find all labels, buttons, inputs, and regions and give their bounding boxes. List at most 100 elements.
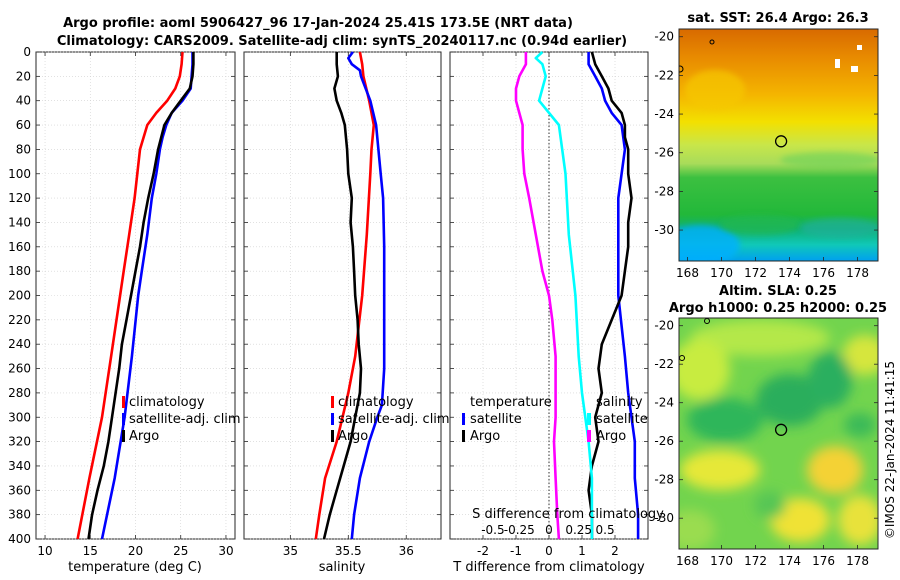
x-tick-label: 2: [611, 544, 619, 558]
series-line-argo: [87, 52, 195, 540]
series-line-s-argo: [514, 52, 561, 540]
salinity-grid: [244, 51, 441, 540]
lon-tick-label: 172: [744, 554, 767, 568]
legend-t-satellite-swatch: [462, 413, 465, 425]
legend-climatology-label: climatology: [129, 395, 205, 410]
lon-tick-label: 170: [710, 554, 733, 568]
sst-map-image: [679, 29, 878, 261]
salinity-series: [314, 51, 386, 540]
imos-credit: ©IMOS 22-Jan-2024 11:41:15: [883, 361, 897, 539]
figure-title-line2: Climatology: CARS2009. Satellite-adj cli…: [57, 34, 627, 49]
lat-tick-label: -20: [654, 319, 674, 333]
lon-tick-label: 178: [846, 554, 869, 568]
depth-tick-label: 320: [8, 435, 31, 449]
lat-tick-label: -28: [654, 184, 674, 198]
s-difference-tick-label: -0.5: [481, 523, 504, 537]
argo-position-marker: [774, 135, 788, 148]
depth-tick-label: 180: [8, 264, 31, 278]
lon-tick-label: 176: [812, 266, 835, 280]
depth-tick-label: 280: [8, 386, 31, 400]
legend-t-argo-swatch: [462, 430, 465, 442]
depth-tick-label: 400: [8, 532, 31, 546]
x-tick-label: 10: [37, 544, 52, 558]
lon-tick-label: 176: [812, 554, 835, 568]
depth-tick-label: 40: [16, 94, 31, 108]
salinity-xlabel: salinity: [319, 560, 366, 575]
depth-tick-label: 380: [8, 508, 31, 522]
legend-t-satellite-label: satellite: [470, 412, 522, 427]
depth-tick-label: 140: [8, 215, 31, 229]
legend-argo-swatch: [122, 430, 125, 442]
temperature-profile-panel: 0 20 40 60 80 100 120 140 160 180 200 220 240 260 280 3…: [8, 45, 241, 575]
depth-tick-label: 220: [8, 313, 31, 327]
x-tick-label: 35.5: [335, 544, 362, 558]
depth-tick-label: 200: [8, 289, 31, 303]
depth-tick-label: 300: [8, 410, 31, 424]
lat-tick-label: -26: [654, 434, 674, 448]
s-difference-tick-label: 0.5: [596, 523, 615, 537]
depth-tick-label: 0: [23, 45, 31, 59]
lat-tick-label: -20: [654, 30, 674, 44]
sst-map-panel: sat. SST: 26.4 Argo: 26.3 168 170 172 174 17…: [654, 11, 879, 280]
salinity-legend: climatology satellite-adj. clim Argo: [331, 395, 450, 444]
x-tick-label: 25: [173, 544, 188, 558]
depth-tick-label: 340: [8, 459, 31, 473]
s-difference-tick-label: 0.25: [565, 523, 592, 537]
missing-data-patch: [851, 66, 858, 72]
series-line-argo: [322, 52, 363, 540]
lon-tick-label: 174: [778, 554, 801, 568]
depth-tick-label: 60: [16, 118, 31, 132]
legend-t-argo-label: Argo: [470, 429, 500, 444]
argo-position-marker: [774, 423, 788, 436]
series-line-t-argo: [587, 51, 633, 539]
depth-tick-label: 160: [8, 240, 31, 254]
series-line-climatology: [76, 51, 184, 540]
missing-data-patch: [835, 59, 840, 68]
depth-tick-label: 100: [8, 167, 31, 181]
lon-tick-label: 168: [676, 554, 699, 568]
temperature-series: [76, 51, 195, 540]
salinity-profile-panel: 35 35.5 36 salinity climatology satellite-…: [243, 51, 450, 575]
series-line-s-satellite: [534, 51, 594, 539]
sst-map-ticks: 168 170 172 174 176 178 -20 -22 -24 -26 -28 -30: [654, 30, 878, 280]
x-tick-label: 35: [283, 544, 298, 558]
x-tick-label: 1: [578, 544, 586, 558]
x-tick-label: 30: [218, 544, 233, 558]
lat-tick-label: -24: [654, 396, 674, 410]
x-tick-label: 0: [545, 544, 553, 558]
temperature-xlabel: temperature (deg C): [68, 560, 202, 575]
difference-legend: temperature satellite Argo salinity sate…: [462, 395, 648, 444]
depth-tick-label: 360: [8, 483, 31, 497]
lat-tick-label: -24: [654, 107, 674, 121]
lat-tick-label: -22: [654, 357, 674, 371]
sst-map-title: sat. SST: 26.4 Argo: 26.3: [687, 11, 868, 26]
legend-climatology-swatch: [122, 396, 125, 408]
salinity-axes-box: [243, 51, 442, 540]
x-tick-label: 15: [83, 544, 98, 558]
legend-s-argo-label: Argo: [596, 429, 626, 444]
figure-title-line1: Argo profile: aoml 5906427_96 17-Jan-202…: [63, 16, 573, 31]
s-difference-tick-labels: -0.5 -0.25 0 0.25 0.5: [481, 523, 614, 537]
x-tick-label: 36: [399, 544, 414, 558]
lat-tick-label: -30: [654, 511, 674, 525]
salinity-ticks: 35 35.5 36: [244, 51, 441, 558]
difference-ticks: -2 -1 0 1 2: [450, 51, 648, 558]
legend-satellite-label: satellite-adj. clim: [129, 412, 241, 427]
legend-climatology-swatch: [331, 396, 334, 408]
x-tick-label: -2: [477, 544, 489, 558]
sla-map-title-line2: Argo h1000: 0.25 h2000: 0.25: [669, 301, 887, 316]
sla-map-title-line1: Altim. SLA: 0.25: [719, 284, 837, 299]
difference-profile-panel: -2 -1 0 1 2 T difference from climatology S …: [449, 51, 664, 575]
depth-tick-label: 20: [16, 69, 31, 83]
series-line-satellite-adj-clim: [346, 51, 386, 540]
lon-tick-label: 170: [710, 266, 733, 280]
lat-tick-label: -28: [654, 473, 674, 487]
lon-tick-label: 168: [676, 266, 699, 280]
temperature-legend: climatology satellite-adj. clim Argo: [122, 395, 241, 444]
t-difference-xlabel: T difference from climatology: [452, 560, 645, 575]
legend-s-satellite-label: satellite: [596, 412, 648, 427]
lon-tick-label: 178: [846, 266, 869, 280]
depth-tick-label: 80: [16, 142, 31, 156]
lat-tick-label: -26: [654, 146, 674, 160]
